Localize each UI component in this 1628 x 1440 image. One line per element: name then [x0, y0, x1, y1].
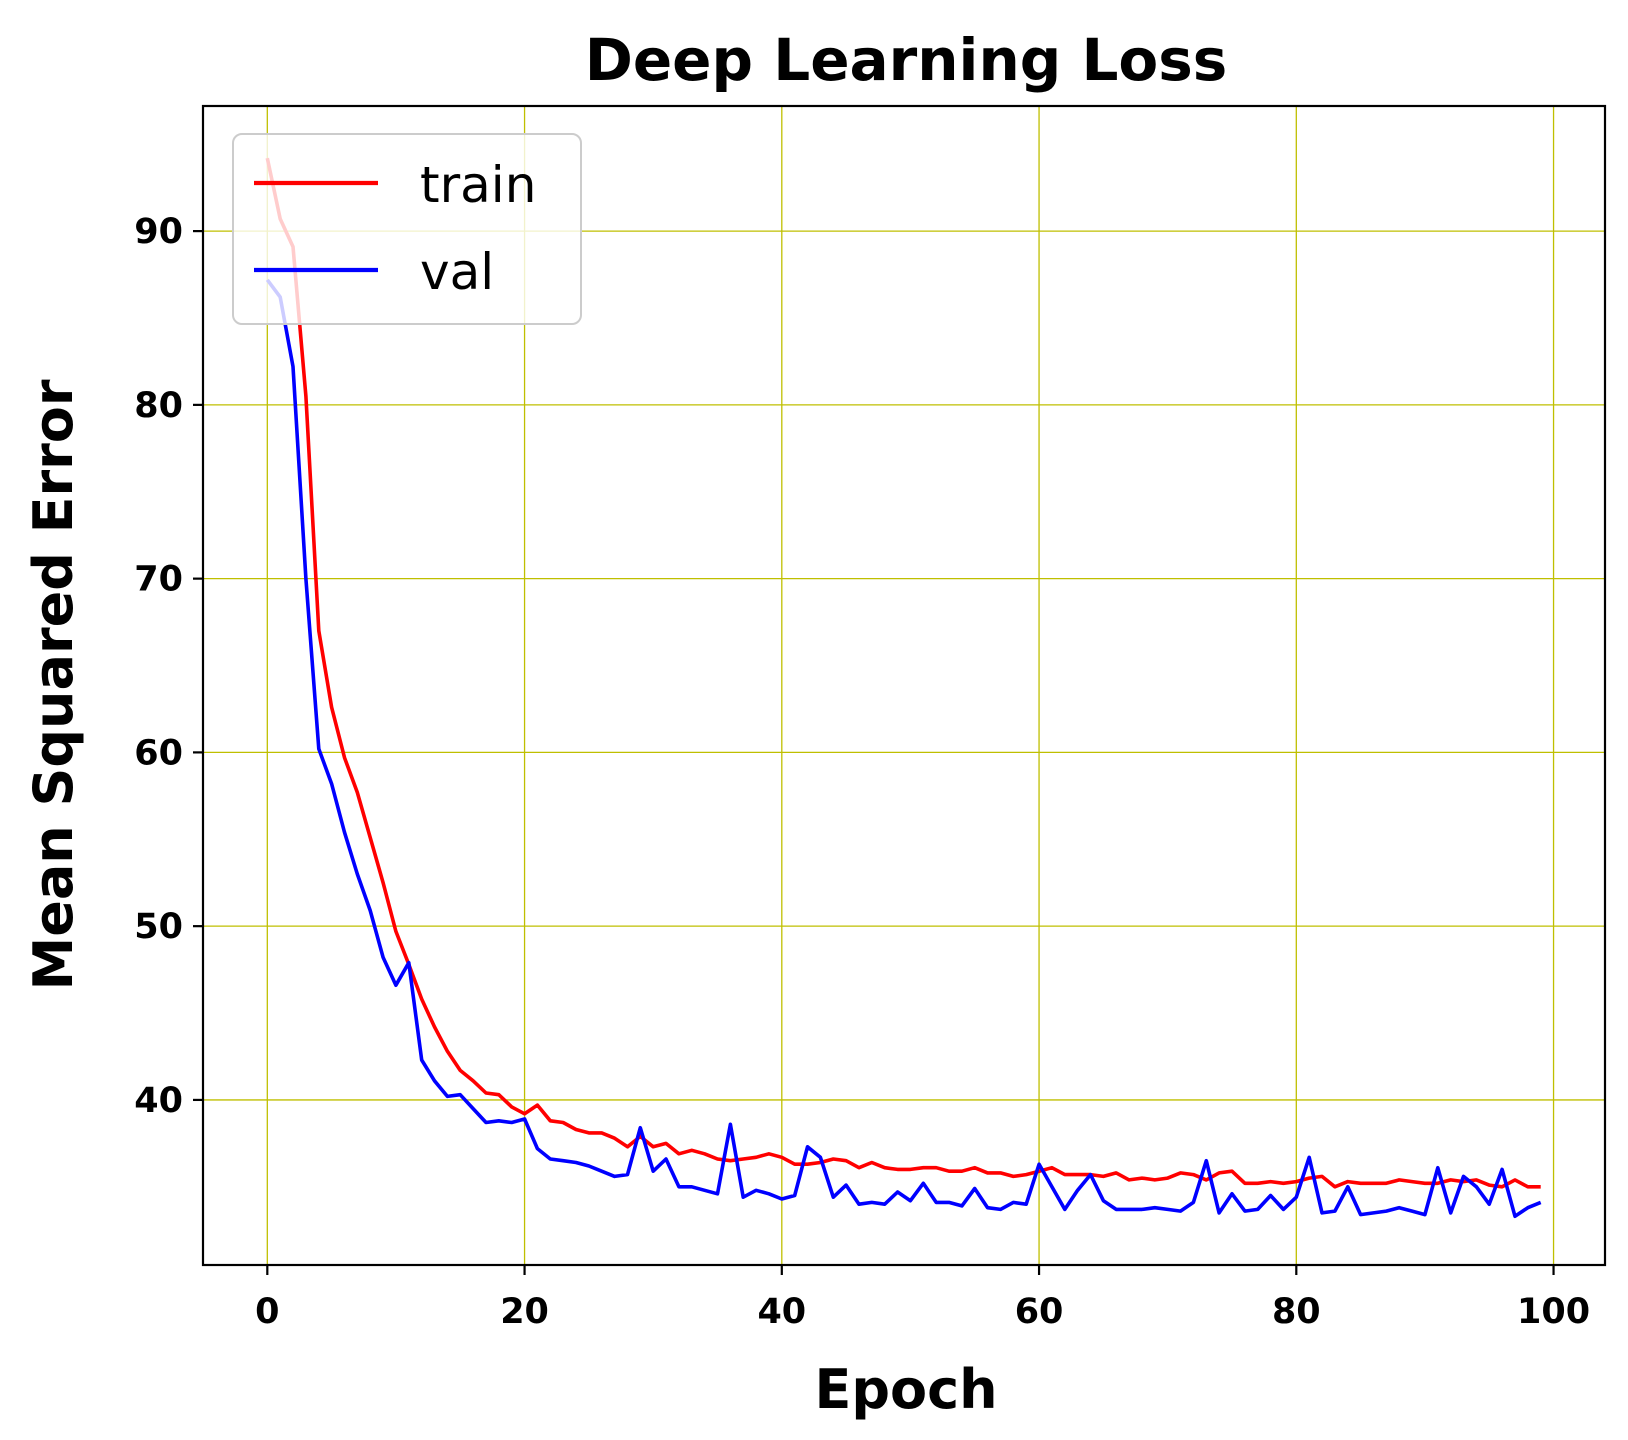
- x-tick-label: 80: [1272, 1292, 1321, 1332]
- y-axis-title: Mean Squared Error: [22, 379, 85, 990]
- series-line-train: [265, 157, 1541, 1189]
- x-tick-label: 100: [1517, 1292, 1590, 1332]
- x-tick-label: 60: [1015, 1292, 1064, 1332]
- y-tick-label: 40: [134, 1081, 183, 1121]
- x-tick-label: 0: [255, 1292, 279, 1332]
- x-tick-label: 20: [500, 1292, 549, 1332]
- legend-label-val: val: [420, 243, 494, 301]
- y-axis-ticks: 40 50 60 70 80 90: [134, 212, 203, 1121]
- series-lines: [265, 157, 1542, 1219]
- y-tick-label: 80: [134, 386, 183, 426]
- y-tick-label: 50: [134, 907, 183, 947]
- y-tick-label: 90: [134, 212, 183, 252]
- chart-title: Deep Learning Loss: [585, 26, 1228, 94]
- series-line-val: [265, 278, 1542, 1219]
- y-tick-label: 60: [134, 733, 183, 773]
- x-axis-title: Epoch: [814, 1358, 997, 1421]
- y-tick-label: 70: [134, 560, 183, 600]
- legend-label-train: train: [420, 156, 536, 214]
- plot-frame: [201, 104, 1607, 1267]
- legend: train val: [232, 133, 582, 325]
- x-axis-ticks: 0 20 40 60 80 100: [255, 1265, 1590, 1332]
- x-tick-label: 40: [757, 1292, 806, 1332]
- grid-lines: [203, 106, 1605, 1265]
